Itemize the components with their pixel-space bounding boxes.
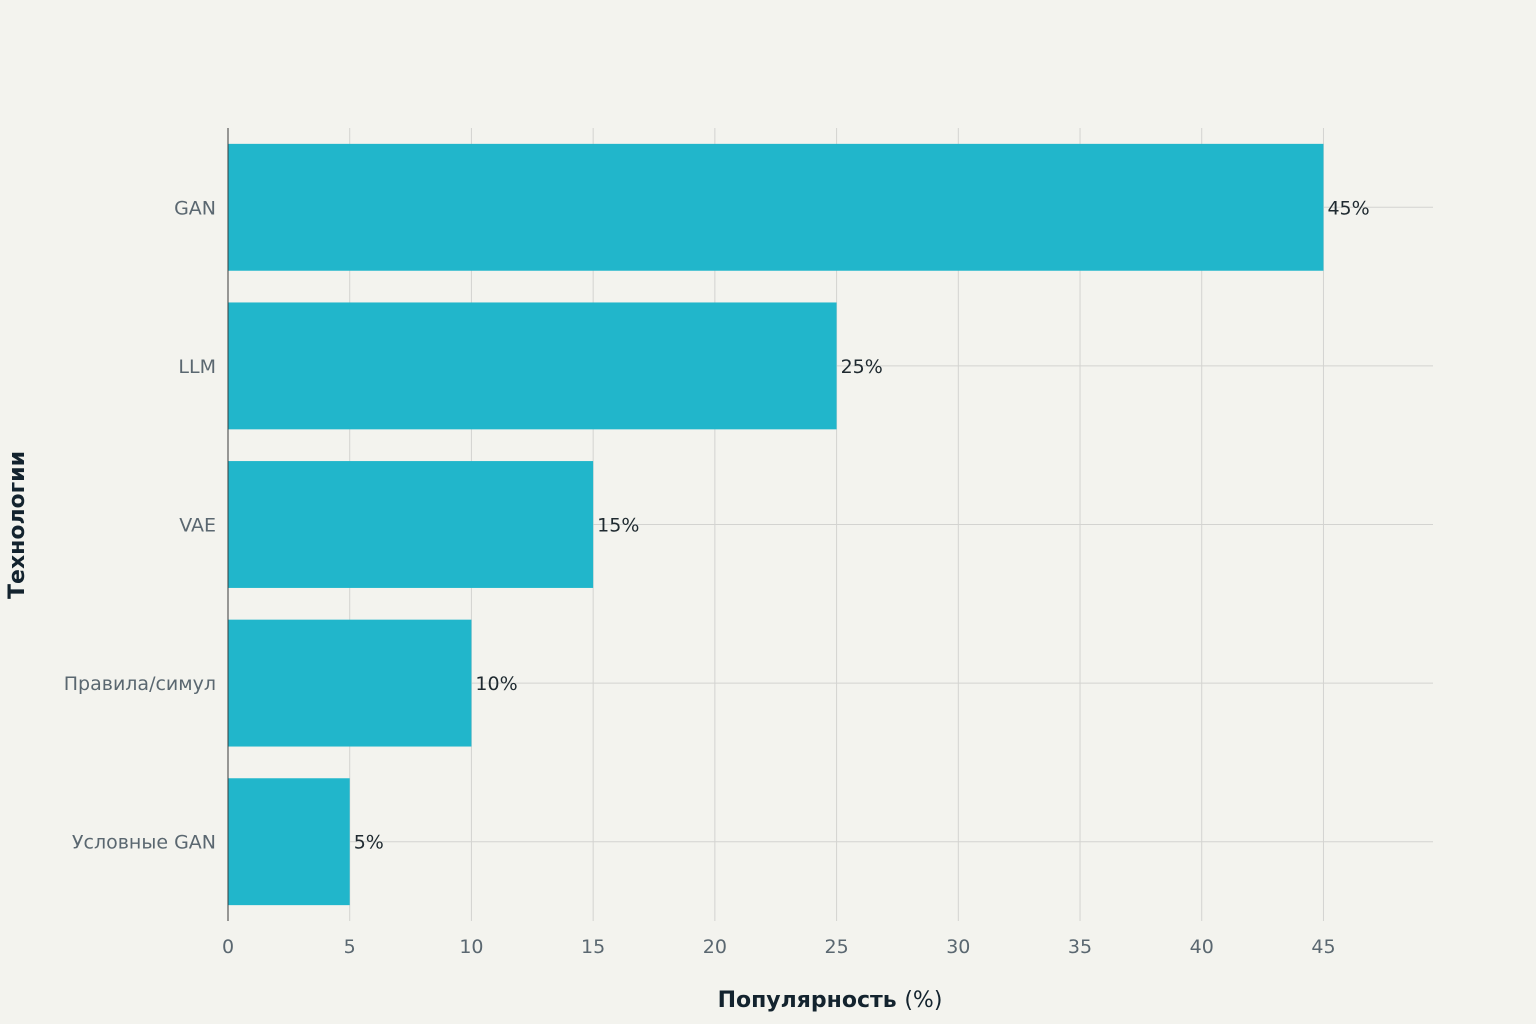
- x-tick-label: 5: [344, 936, 356, 958]
- bar: [228, 302, 837, 430]
- bar: [228, 619, 472, 747]
- x-axis-title: Популярность (%): [718, 988, 943, 1013]
- x-tick-label: 25: [824, 936, 848, 958]
- x-tick-label: 30: [946, 936, 970, 958]
- x-tick-label: 20: [703, 936, 727, 958]
- label-layer: 0 5 10 15 20 25 30 35 40 45 GAN 45% LLM 25% VAE 15% Прав…: [64, 197, 1370, 958]
- y-tick-label: LLM: [178, 356, 216, 378]
- bar-value-label: 15%: [597, 515, 639, 537]
- bar-value-label: 45%: [1327, 197, 1369, 219]
- bar: [228, 143, 1324, 271]
- x-axis-title-main: Популярность: [718, 988, 897, 1013]
- bar: [228, 778, 350, 906]
- y-tick-label: Правила/симул: [64, 673, 216, 695]
- bar-layer: [228, 143, 1324, 906]
- x-tick-label: 45: [1311, 936, 1335, 958]
- bar: [228, 461, 594, 588]
- x-tick-label: 15: [581, 936, 605, 958]
- bar-value-label: 5%: [354, 832, 384, 854]
- y-tick-label: VAE: [179, 515, 216, 537]
- y-axis-title: Технологии: [5, 451, 30, 599]
- x-tick-label: 35: [1068, 936, 1092, 958]
- bar-value-label: 25%: [841, 356, 883, 378]
- x-tick-label: 0: [222, 936, 234, 958]
- x-tick-label: 10: [459, 936, 483, 958]
- y-tick-label: Условные GAN: [72, 832, 216, 854]
- x-tick-label: 40: [1190, 936, 1214, 958]
- x-axis-title-unit: (%): [904, 988, 942, 1013]
- bar-value-label: 10%: [475, 673, 517, 695]
- y-tick-label: GAN: [174, 197, 216, 219]
